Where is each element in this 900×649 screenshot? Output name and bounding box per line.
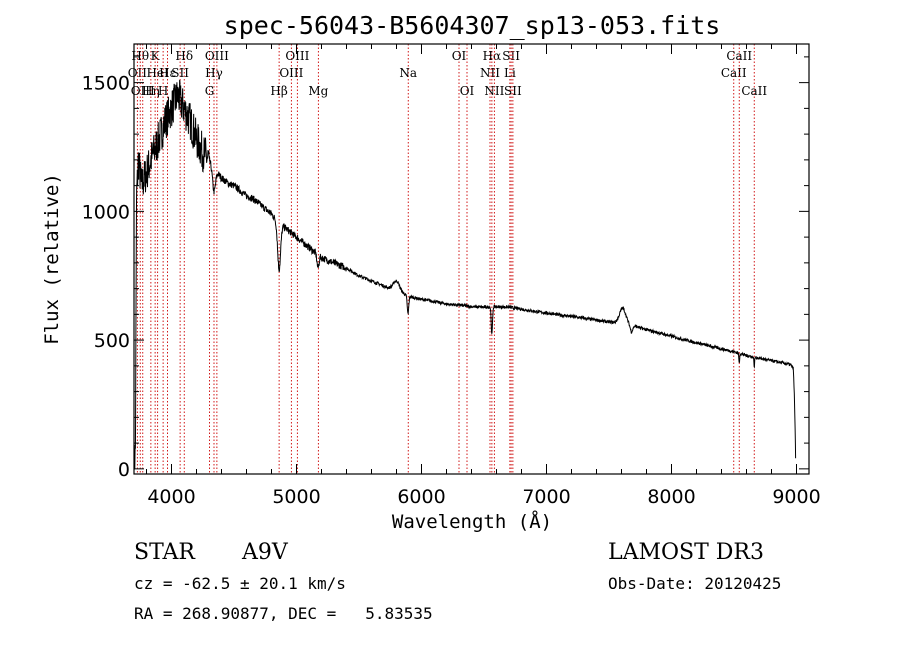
- plot-frame: [133, 43, 810, 475]
- x-tick-label: 8000: [647, 486, 695, 508]
- line-marker-label: CaII: [726, 49, 752, 63]
- x-tick-label: 5000: [272, 486, 320, 508]
- object-subclass: A9V: [242, 540, 288, 565]
- line-marker-label: Hε: [159, 66, 176, 80]
- line-marker-label: G: [205, 84, 215, 98]
- line-marker-label: SII: [171, 66, 189, 80]
- line-marker-label: OI: [460, 84, 475, 98]
- line-marker-label: Hα: [483, 49, 502, 63]
- line-marker-label: CaII: [721, 66, 747, 80]
- observation-date: Obs-Date: 20120425: [608, 574, 782, 593]
- x-tick-label: 9000: [772, 486, 820, 508]
- line-marker-label: CaII: [741, 84, 767, 98]
- line-marker-label: Hδ: [175, 49, 193, 63]
- line-marker-label: NII: [484, 84, 504, 98]
- redshift-value: cz = -62.5 ± 20.1 km/s: [134, 574, 346, 593]
- axis-ticks: 4000 5000 6000 7000 8000 9000 0 500 1000 1500: [82, 44, 821, 508]
- x-tick-label: 6000: [397, 486, 445, 508]
- line-marker-label: OII: [128, 66, 148, 80]
- line-marker-label: OIII: [285, 49, 309, 63]
- chart-title: spec-56043-B5604307_sp13-053.fits: [224, 11, 721, 40]
- survey-name: LAMOST DR3: [608, 540, 764, 565]
- line-marker-label: Hγ: [205, 66, 223, 80]
- y-tick-label: 1000: [82, 201, 130, 223]
- line-marker-label: Hβ: [270, 84, 287, 98]
- line-marker-label: OIII: [205, 49, 229, 63]
- x-axis-label: Wavelength (Å): [392, 510, 552, 533]
- line-marker-label: SII: [502, 49, 520, 63]
- x-tick-label: 4000: [147, 486, 195, 508]
- y-tick-label: 500: [94, 330, 130, 352]
- line-markers: OIIHθOIIIHηKHeIHHεSIIHδGHγOIIIHβOIIIOIII…: [128, 44, 767, 474]
- line-marker-label: Li: [504, 66, 516, 80]
- spectrum-line: [133, 79, 797, 470]
- line-marker-label: OIII: [131, 84, 155, 98]
- x-tick-label: 7000: [522, 486, 570, 508]
- line-marker-label: OIII: [279, 66, 303, 80]
- y-axis-label: Flux (relative): [41, 173, 63, 345]
- line-marker-label: OI: [452, 49, 467, 63]
- line-marker-label: Na: [399, 66, 417, 80]
- y-tick-label: 0: [118, 459, 130, 481]
- object-class: STAR: [134, 540, 195, 565]
- y-tick-label: 1500: [82, 73, 130, 95]
- line-marker-label: SII: [504, 84, 522, 98]
- line-marker-label: Hθ: [131, 49, 149, 63]
- line-marker-label: H: [158, 84, 168, 98]
- line-marker-label: NII: [480, 66, 500, 80]
- line-marker-label: K: [151, 49, 161, 63]
- coordinates: RA = 268.90877, DEC = 5.83535: [134, 604, 433, 623]
- spectrum-series: [133, 79, 797, 470]
- line-marker-label: Mg: [308, 84, 328, 98]
